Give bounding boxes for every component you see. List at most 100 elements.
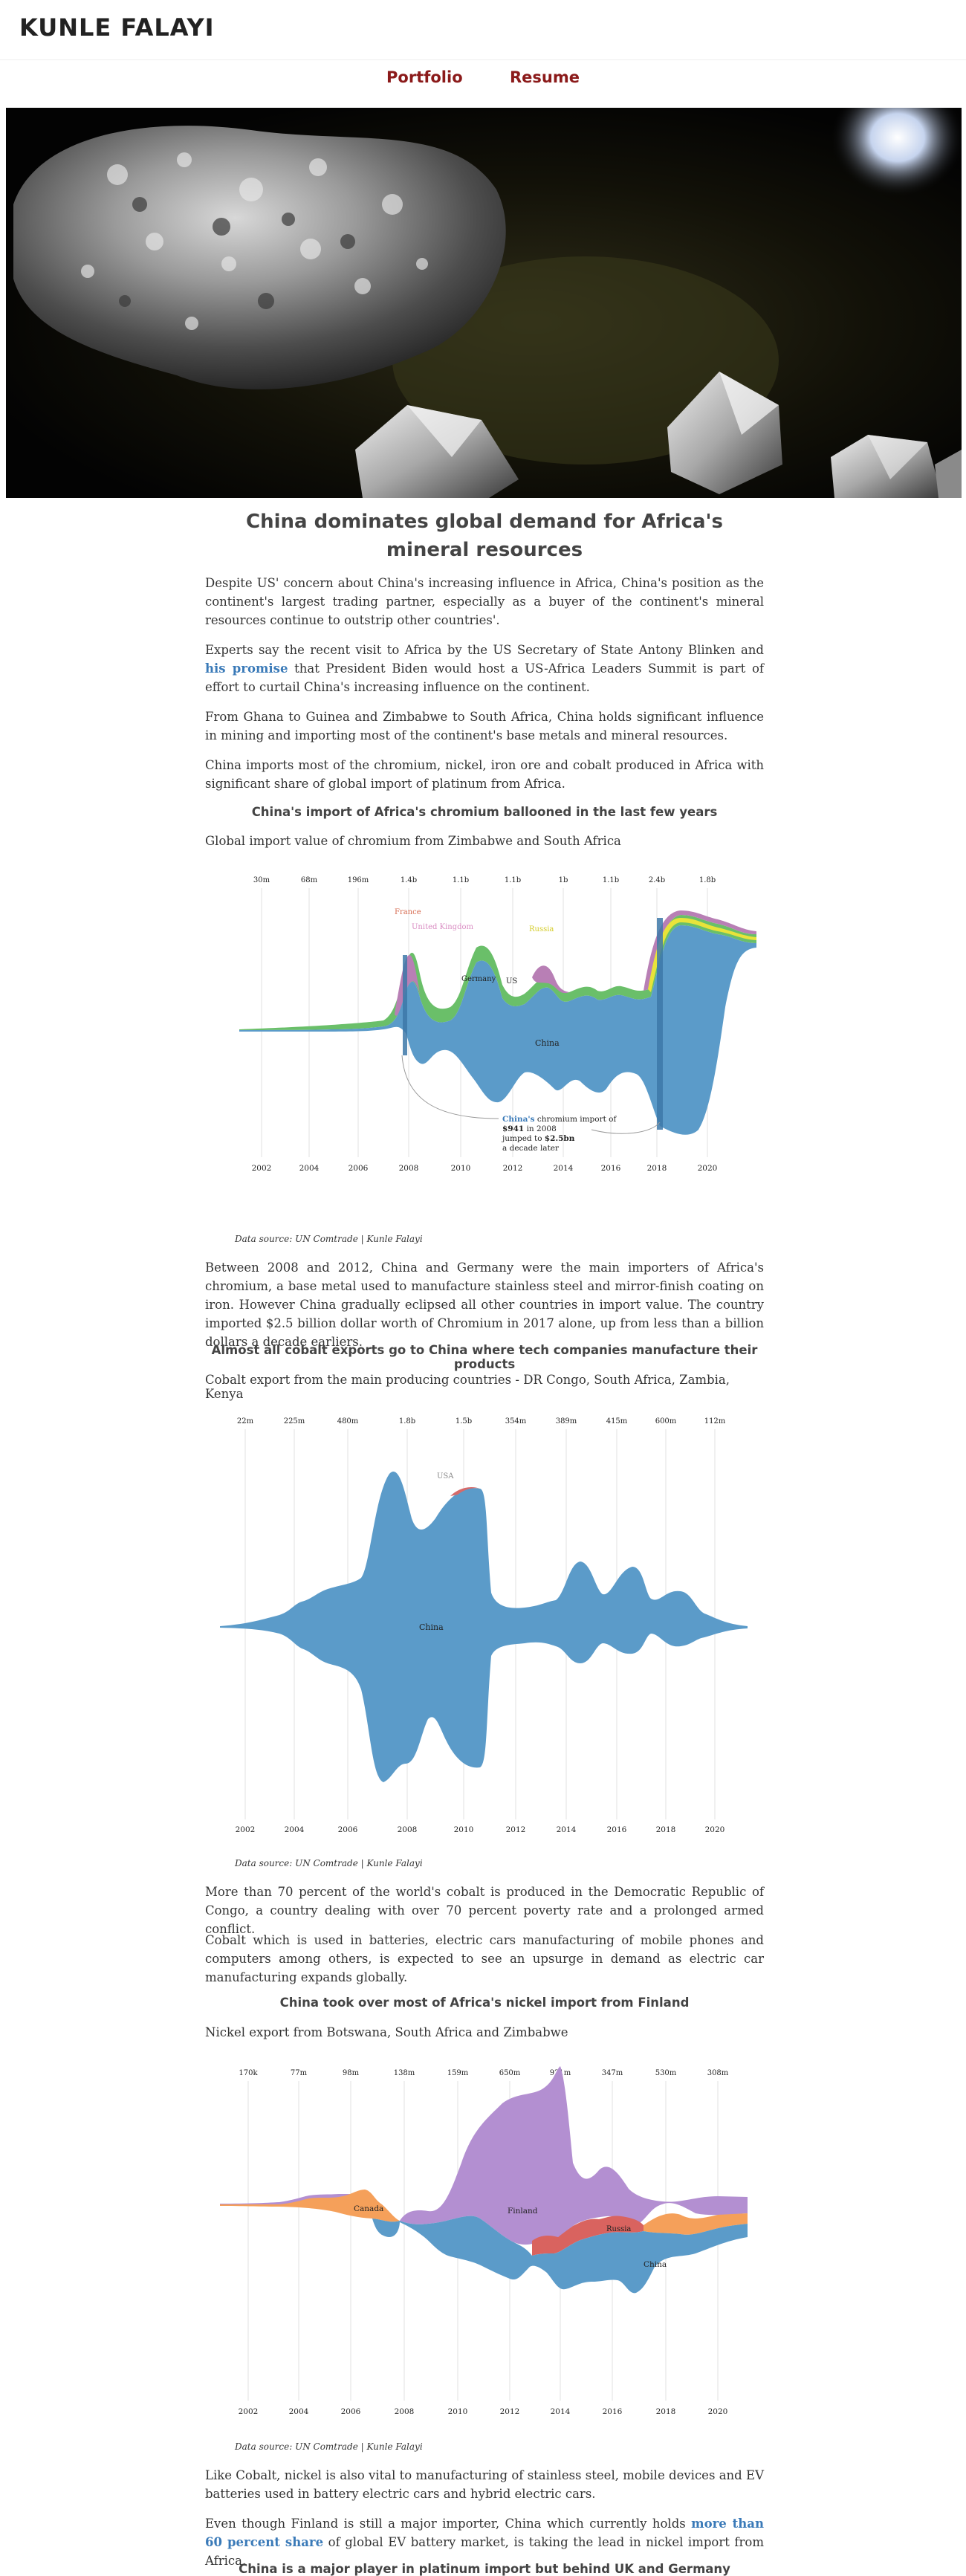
label-france: France — [395, 908, 421, 916]
x-tick-label: 2016 — [607, 1825, 627, 1834]
nav-resume-link[interactable]: Resume — [509, 68, 580, 86]
total-label: 415m — [606, 1417, 628, 1425]
paragraph-text: that President Biden would host a US-Afr… — [205, 661, 764, 694]
his-promise-link[interactable]: his promise — [205, 661, 288, 676]
cobalt-chart-title: Almost all cobalt exports go to China wh… — [211, 1343, 758, 1371]
label-russia: Russia — [529, 925, 554, 933]
annotation-text: in 2008 — [524, 1124, 557, 1133]
total-label: 68m — [301, 876, 318, 884]
label-united-kingdom: United Kingdom — [412, 923, 474, 931]
total-label: 112m — [704, 1417, 726, 1425]
nav-portfolio-link[interactable]: Portfolio — [386, 68, 463, 86]
series-germany — [239, 915, 756, 1030]
x-tick-label: 2006 — [349, 1164, 369, 1173]
hero-image — [6, 108, 962, 498]
paragraph-blinken: Experts say the recent visit to Africa b… — [205, 641, 764, 696]
x-tick-label: 2018 — [656, 2407, 676, 2416]
x-tick-label: 2004 — [285, 1825, 305, 1834]
svg-text:jumped to $2.5bn: jumped to $2.5bn — [501, 1134, 575, 1143]
label-canada: Canada — [354, 2204, 383, 2213]
label-russia: Russia — [606, 2225, 631, 2233]
label-china: China — [419, 1622, 444, 1632]
series-china — [400, 2216, 748, 2294]
total-label: 98m — [343, 2069, 360, 2077]
series-china — [220, 1472, 748, 1782]
x-tick-label: 2014 — [557, 1825, 577, 1834]
total-label: 1b — [559, 876, 568, 884]
x-tick-label: 2012 — [503, 1164, 523, 1173]
total-label: 196m — [348, 876, 369, 884]
series-canada-late — [644, 2213, 748, 2235]
x-tick-label: 2016 — [601, 1164, 621, 1173]
x-tick-label: 2014 — [554, 1164, 574, 1173]
chromium-chart-subtitle: Global import value of chromium from Zim… — [205, 834, 621, 848]
total-label: 480m — [337, 1417, 359, 1425]
total-label: 1.1b — [505, 876, 521, 884]
site-header: KUNLE FALAYI — [0, 0, 966, 60]
x-tick-label: 2018 — [656, 1825, 676, 1834]
label-finland: Finland — [508, 2207, 538, 2216]
chromium-chart-title: China's import of Africa's chromium ball… — [251, 805, 718, 819]
paragraph-drc: More than 70 percent of the world's coba… — [205, 1885, 764, 1936]
nickel-chart-title: China took over most of Africa's nickel … — [279, 1996, 690, 2010]
cobalt-chart-subtitle: Cobalt export from the main producing co… — [205, 1373, 730, 1401]
highlight-2008 — [403, 955, 407, 1055]
ev-battery-share-link[interactable]: more than 60 percent share — [205, 2517, 764, 2549]
total-label: 1.1b — [453, 876, 469, 884]
x-tick-label: 2010 — [448, 2407, 468, 2416]
site-brand[interactable]: KUNLE FALAYI — [19, 13, 215, 42]
total-label: 1.4b — [401, 876, 417, 884]
nickel-chart-subtitle: Nickel export from Botswana, South Afric… — [205, 2025, 568, 2039]
x-tick-label: 2020 — [698, 1164, 718, 1173]
total-label: 138m — [394, 2069, 415, 2077]
x-tick-label: 2018 — [647, 1164, 667, 1173]
total-label: 530m — [655, 2069, 677, 2077]
annotation-text: jumped to — [501, 1134, 545, 1143]
label-china: China — [535, 1038, 560, 1048]
svg-text:China's chromium import of: China's chromium import of — [502, 1115, 617, 1124]
label-germany: Germany — [461, 975, 496, 983]
x-tick-label: 2008 — [398, 1825, 418, 1834]
total-label: 389m — [556, 1417, 577, 1425]
paragraph-text: of global EV battery market, is taking t… — [205, 2535, 764, 2568]
cobalt-streamgraph: 22m 225m 480m 1.8b 1.5b 354m 389m 415m 600m 112m … — [220, 1417, 748, 1834]
series-china — [239, 925, 756, 1135]
total-label: 1.5b — [456, 1417, 472, 1425]
x-tick-label: 2002 — [239, 2407, 259, 2416]
platinum-chart-title: China is a major player in platinum impo… — [239, 2562, 730, 2576]
paragraph-text: Even though Finland is still a major imp… — [205, 2517, 692, 2531]
total-label: 170k — [239, 2069, 258, 2077]
nickel-chart-source: Data source: UN Comtrade | Kunle Falayi — [235, 2441, 423, 2452]
total-label: 77m — [291, 2069, 308, 2077]
total-label: 1.8b — [699, 876, 716, 884]
total-label: 159m — [447, 2069, 469, 2077]
annotation-value: $941 — [502, 1124, 524, 1133]
paragraph-intro: Despite US' concern about China's increa… — [205, 576, 764, 627]
label-usa: USA — [437, 1472, 454, 1480]
paragraph-imports: China imports most of the chromium, nick… — [205, 758, 764, 791]
series-finland — [400, 2066, 748, 2245]
label-us: US — [506, 977, 517, 986]
x-tick-label: 2006 — [338, 1825, 358, 1834]
article-title: China dominates global demand for Africa… — [246, 511, 723, 561]
annotation-prefix: China's — [502, 1115, 535, 1124]
x-tick-label: 2016 — [603, 2407, 623, 2416]
chromium-chart-source: Data source: UN Comtrade | Kunle Falayi — [235, 1234, 423, 1244]
paragraph-chromium: Between 2008 and 2012, China and Germany… — [205, 1261, 764, 1349]
x-tick-label: 2010 — [451, 1164, 471, 1173]
annotation-connector — [401, 1055, 499, 1119]
total-label: 600m — [655, 1417, 677, 1425]
x-tick-label: 2002 — [236, 1825, 256, 1834]
total-label: 2.4b — [649, 876, 665, 884]
series-us — [532, 965, 569, 994]
x-tick-label: 2008 — [395, 2407, 415, 2416]
chromium-streamgraph: 30m 68m 196m 1.4b 1.1b 1.1b 1b 1.1b 2.4b 1.8b Fra… — [239, 876, 756, 1173]
x-tick-label: 2008 — [399, 1164, 419, 1173]
series-russia — [532, 2216, 644, 2256]
total-label: 354m — [505, 1417, 527, 1425]
x-tick-label: 2020 — [708, 2407, 728, 2416]
series-china-early — [372, 2219, 400, 2237]
label-china: China — [644, 2260, 667, 2269]
series-usa — [450, 1487, 480, 1496]
total-label: 225m — [284, 1417, 305, 1425]
